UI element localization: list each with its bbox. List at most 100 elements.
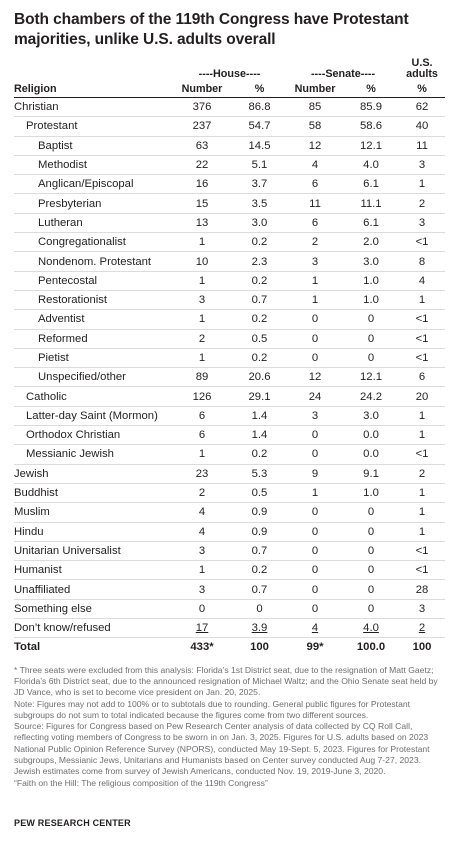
group-header-us-adults: U.S. adults <box>406 57 438 80</box>
table-row: Messianic Jewish 1 0.2 0 0.0 <1 <box>14 444 446 465</box>
table-cell: 4 <box>172 522 232 542</box>
cell-house-percent: 0.2 <box>251 236 268 249</box>
table-cell: 2 <box>172 329 232 349</box>
cell-us-percent: <1 <box>415 564 429 577</box>
cell-senate-number: 0 <box>311 429 319 442</box>
cell-senate-number: 0 <box>311 583 319 596</box>
note-rounding: Note: Figures may not add to 100% or to … <box>14 698 411 720</box>
cell-us-percent: 62 <box>415 101 429 114</box>
table-cell: 1 <box>399 174 446 195</box>
cell-senate-number: 0 <box>311 506 319 519</box>
table-cell: 0 <box>287 599 344 620</box>
table-cell: 0 <box>287 502 344 523</box>
table-cell: 3 <box>172 541 232 562</box>
cell-house-number: 1 <box>198 274 206 287</box>
religion-label: Reformed <box>14 329 172 349</box>
table-cell: 0 <box>287 560 344 581</box>
table-cell: 89 <box>172 367 232 388</box>
table-cell: 3 <box>287 251 344 272</box>
table-cell: 0.0 <box>343 444 400 465</box>
total-label: Total <box>14 637 172 657</box>
cell-senate-number: 0 <box>311 352 319 364</box>
table-cell: 85 <box>287 97 344 118</box>
cell-house-percent: 0.2 <box>251 313 268 326</box>
column-header-us-percent: % <box>399 80 446 98</box>
table-cell: 0.0 <box>343 425 400 446</box>
cell-senate-number: 85 <box>308 101 322 114</box>
cell-house-percent: 5.3 <box>251 467 268 480</box>
religion-label: Pietist <box>14 348 172 369</box>
group-header-blank <box>14 58 172 80</box>
religion-label: Congregationalist <box>14 232 172 253</box>
cell-senate-number: 6 <box>311 178 319 191</box>
table-cell: 28 <box>399 579 446 600</box>
cell-senate-number: 6 <box>311 216 319 229</box>
table-cell: 0.9 <box>232 502 288 523</box>
table-cell: 17 <box>172 618 232 639</box>
cell-house-percent: 0.2 <box>251 448 268 461</box>
table-cell: 3 <box>287 406 344 427</box>
table-cell: 0 <box>287 541 344 562</box>
table-row: Muslim 4 0.9 0 0 1 <box>14 502 446 523</box>
table-cell: 4.0 <box>343 618 400 639</box>
religion-label: Jewish <box>14 464 172 484</box>
table-cell: 23 <box>172 464 232 484</box>
cell-house-percent: 0.5 <box>251 332 268 345</box>
note-source: Source: Figures for Congress based on Pe… <box>14 721 430 777</box>
table-cell: 1 <box>287 290 344 311</box>
cell-house-number: 1 <box>198 448 206 461</box>
cell-house-percent: 29.1 <box>248 390 271 403</box>
cell-house-number: 17 <box>195 622 209 635</box>
cell-senate-percent: 0.0 <box>363 448 379 461</box>
cell-house-number: 3 <box>198 583 206 596</box>
cell-house-number: 4 <box>198 525 206 538</box>
cell-us-percent: 8 <box>418 255 426 268</box>
religion-label: Protestant <box>14 116 172 137</box>
cell-house-number: 3 <box>198 544 206 557</box>
cell-us-percent: <1 <box>415 544 429 557</box>
cell-senate-number: 1 <box>311 487 319 500</box>
table-cell: 0 <box>343 502 400 523</box>
cell-senate-number: 4 <box>311 622 319 635</box>
table-row: Protestant 237 54.7 58 58.6 40 <box>14 116 446 137</box>
table-cell: 2 <box>287 232 344 253</box>
religion-label: Anglican/Episcopal <box>14 174 172 195</box>
table-row: Don’t know/refused 17 3.9 4 4.0 2 <box>14 618 446 639</box>
table-cell: 0.7 <box>232 541 288 562</box>
table-cell: 0.5 <box>232 329 288 349</box>
table-cell: 0 <box>343 522 400 542</box>
cell-house-percent: 2.3 <box>251 255 268 268</box>
cell-senate-percent: 4.0 <box>363 622 379 635</box>
cell-house-number: 1 <box>198 313 206 326</box>
table-cell: 54.7 <box>232 116 288 137</box>
table-cell: 2.3 <box>232 251 288 272</box>
cell-house-percent: 14.5 <box>248 139 271 152</box>
cell-house-percent: 3.0 <box>251 216 268 229</box>
cell-senate-percent: 3.0 <box>363 255 379 268</box>
table-cell: 14.5 <box>232 136 288 156</box>
cell-senate-number: 4 <box>311 159 319 172</box>
table-cell: 1 <box>172 348 232 369</box>
religion-label: Don’t know/refused <box>14 618 172 639</box>
table-cell: 5.3 <box>232 464 288 484</box>
table-cell: 1 <box>399 425 446 446</box>
table-cell: <1 <box>399 309 446 330</box>
cell-senate-percent: 0 <box>367 352 375 364</box>
cell-house-number: 89 <box>195 371 209 384</box>
table-cell: <1 <box>399 444 446 465</box>
cell-senate-number: 2 <box>311 236 319 249</box>
table-row: Buddhist 2 0.5 1 1.0 1 <box>14 483 446 504</box>
table-row: Unspecified/other 89 20.6 12 12.1 6 <box>14 367 446 388</box>
cell-us-percent: 11 <box>416 139 428 152</box>
table-row: Humanist 1 0.2 0 0 <1 <box>14 560 446 581</box>
religion-label: Presbyterian <box>14 193 172 214</box>
table-cell: 1 <box>399 522 446 542</box>
table-cell: 1.0 <box>343 271 400 291</box>
table-cell: 3 <box>172 579 232 600</box>
cell-house-number: 13 <box>195 216 209 229</box>
table-cell: 3.0 <box>343 251 400 272</box>
table-cell: 6 <box>287 174 344 195</box>
cell-senate-number: 12 <box>308 139 322 152</box>
table-cell: 1 <box>172 232 232 253</box>
cell-us-percent: 1 <box>418 294 426 307</box>
